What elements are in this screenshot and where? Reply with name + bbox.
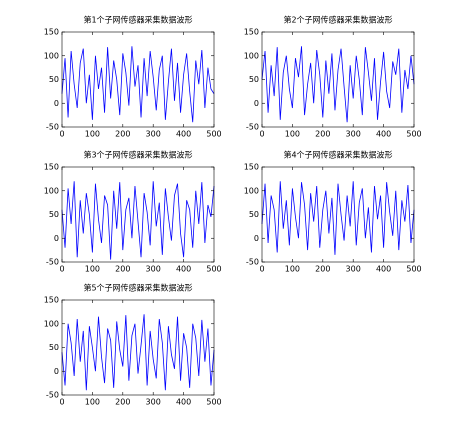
y-tick-label: 150 [44,296,59,305]
x-tick-label: 100 [285,130,300,139]
x-tick-label: 100 [85,265,100,274]
x-tick-label: 400 [176,130,191,139]
y-tick-label: 0 [254,99,259,108]
y-tick-label: 150 [244,28,259,37]
y-tick-label: 50 [249,210,259,219]
subplot-title: 第4个子网传感器采集数据波形 [283,150,392,160]
x-tick-label: 500 [406,265,421,274]
x-tick-label: 100 [85,398,100,407]
x-tick-label: 200 [315,130,330,139]
y-tick-label: 50 [49,343,59,352]
plot-area [62,167,214,262]
x-tick-label: 300 [346,265,361,274]
x-tick-label: 400 [176,398,191,407]
data-line [61,181,215,260]
plot-area [262,32,414,127]
y-tick-label: 100 [44,51,59,60]
data-line [261,46,415,123]
x-tick-label: 0 [59,265,64,274]
x-tick-label: 200 [115,265,130,274]
y-tick-label: 50 [249,75,259,84]
x-tick-label: 500 [206,398,221,407]
y-tick-label: -50 [46,391,59,400]
x-tick-label: 400 [376,130,391,139]
x-tick-label: 0 [259,265,264,274]
x-tick-label: 400 [376,265,391,274]
x-tick-label: 100 [85,130,100,139]
y-tick-label: 0 [54,367,59,376]
data-line [261,181,415,255]
y-tick-label: 0 [54,99,59,108]
y-tick-label: 100 [244,186,259,195]
x-tick-label: 300 [146,130,161,139]
y-tick-label: 150 [44,163,59,172]
y-tick-label: -50 [246,123,259,132]
x-tick-label: 200 [115,398,130,407]
y-tick-label: -50 [246,258,259,267]
x-tick-label: 300 [346,130,361,139]
y-tick-label: -50 [46,258,59,267]
data-line [61,46,215,123]
subplot-title: 第2个子网传感器采集数据波形 [283,15,392,25]
x-tick-label: 500 [206,265,221,274]
subplot-title: 第3个子网传感器采集数据波形 [83,150,192,160]
y-tick-label: 0 [254,234,259,243]
y-tick-label: 100 [44,319,59,328]
x-tick-label: 500 [406,130,421,139]
x-tick-label: 400 [176,265,191,274]
subplot-title: 第1个子网传感器采集数据波形 [83,15,192,25]
y-tick-label: 100 [244,51,259,60]
y-tick-label: 100 [44,186,59,195]
y-tick-label: -50 [46,123,59,132]
y-tick-label: 0 [54,234,59,243]
data-line [61,314,215,391]
x-tick-label: 300 [146,398,161,407]
x-tick-label: 500 [206,130,221,139]
subplot-title: 第5个子网传感器采集数据波形 [83,283,192,293]
x-tick-label: 0 [59,398,64,407]
x-tick-label: 0 [59,130,64,139]
y-tick-label: 50 [49,75,59,84]
x-tick-label: 100 [285,265,300,274]
x-tick-label: 200 [315,265,330,274]
y-tick-label: 50 [49,210,59,219]
x-tick-label: 0 [259,130,264,139]
y-tick-label: 150 [44,28,59,37]
x-tick-label: 200 [115,130,130,139]
x-tick-label: 300 [146,265,161,274]
y-tick-label: 150 [244,163,259,172]
